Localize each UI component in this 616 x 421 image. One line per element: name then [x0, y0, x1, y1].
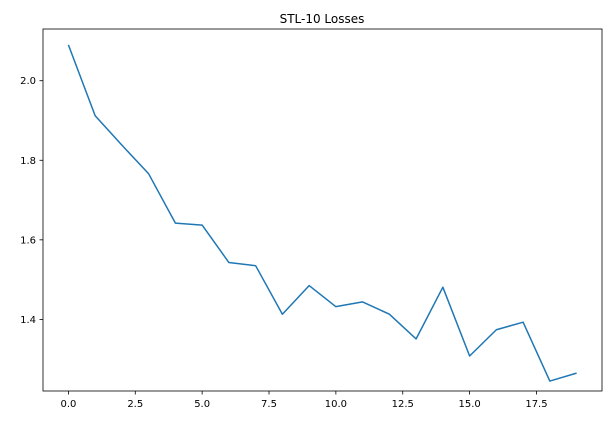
y-tick-label: 1.6 — [20, 235, 36, 246]
x-tick-label: 0.0 — [60, 399, 76, 410]
chart-title: STL-10 Losses — [280, 12, 365, 26]
loss-series-line — [67, 44, 577, 382]
x-tick-label: 17.5 — [525, 399, 547, 410]
y-tick-label: 1.8 — [20, 156, 36, 167]
x-tick-label: 7.5 — [261, 399, 277, 410]
y-tick-label: 1.4 — [20, 315, 36, 326]
series-layer — [67, 44, 577, 382]
x-tick-label: 10.0 — [325, 399, 347, 410]
y-axis: 1.4 1.6 1.8 2.0 — [20, 76, 43, 326]
x-tick-label: 2.5 — [127, 399, 143, 410]
x-tick-label: 5.0 — [194, 399, 210, 410]
x-tick-label: 15.0 — [458, 399, 480, 410]
x-axis: 0.0 2.5 5.0 7.5 10.0 12.5 15.0 17.5 — [60, 391, 548, 410]
x-tick-label: 12.5 — [392, 399, 414, 410]
y-tick-label: 2.0 — [20, 76, 36, 87]
plot-area — [42, 28, 603, 392]
